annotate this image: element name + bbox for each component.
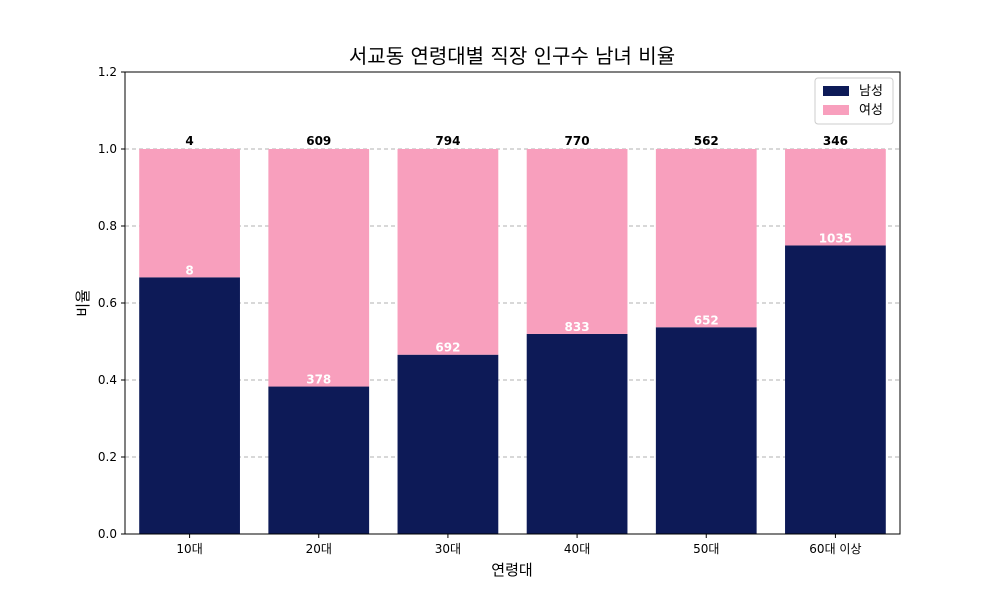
x-tick-label: 30대 <box>435 542 461 556</box>
bar-male <box>785 245 886 534</box>
x-tick-label: 50대 <box>693 542 719 556</box>
bar-female <box>655 149 757 328</box>
bar-male <box>655 327 757 534</box>
y-axis-label: 비율 <box>74 289 92 317</box>
y-tick-label: 0.4 <box>98 373 117 387</box>
bar-label-male: 8 <box>185 263 193 277</box>
x-axis: 10대 20대 30대 40대 50대 60대 이상 <box>176 534 862 556</box>
y-axis: 0.0 0.2 0.4 0.6 0.8 1.0 1.2 <box>98 65 125 541</box>
bars <box>139 149 886 534</box>
x-tick-label: 10대 <box>176 542 202 556</box>
y-tick-label: 0.6 <box>98 296 117 310</box>
y-tick-label: 1.2 <box>98 65 117 79</box>
bar-male <box>268 386 370 534</box>
chart-title: 서교동 연령대별 직장 인구수 남녀 비율 <box>349 44 675 68</box>
bar-label-male: 652 <box>694 313 719 327</box>
bar-female <box>139 149 240 278</box>
bar-female <box>526 149 628 334</box>
legend-swatch <box>823 105 849 115</box>
bar-labels: 8 4 378 609 692 794 833 770 652 562 1035 346 <box>185 134 852 387</box>
bar-label-female: 794 <box>435 134 460 148</box>
x-tick-label: 60대 이상 <box>809 542 861 556</box>
y-tick-label: 0.0 <box>98 527 117 541</box>
y-tick-label: 0.2 <box>98 450 117 464</box>
bar-female <box>397 149 499 355</box>
bar-male <box>526 333 628 534</box>
bar-label-female: 346 <box>823 134 848 148</box>
bar-male <box>397 354 499 534</box>
bar-label-female: 609 <box>306 134 331 148</box>
legend-label: 남성 <box>859 84 883 99</box>
y-tick-label: 1.0 <box>98 142 117 156</box>
legend-swatch <box>823 86 849 96</box>
bar-label-male: 833 <box>565 320 590 334</box>
bar-label-female: 562 <box>694 134 719 148</box>
x-axis-label: 연령대 <box>491 561 532 579</box>
y-tick-label: 0.8 <box>98 219 117 233</box>
grid-lines <box>125 71 900 535</box>
legend-label: 여성 <box>859 103 883 118</box>
bar-label-male: 378 <box>306 373 331 387</box>
bar-label-male: 1035 <box>819 231 852 245</box>
x-tick-label: 20대 <box>306 542 332 556</box>
bar-label-female: 4 <box>185 134 193 148</box>
bar-female <box>268 149 370 387</box>
x-tick-label: 40대 <box>564 542 590 556</box>
bar-female <box>785 149 886 246</box>
bar-male <box>139 277 240 534</box>
bar-label-male: 692 <box>435 341 460 355</box>
bar-label-female: 770 <box>565 134 590 148</box>
